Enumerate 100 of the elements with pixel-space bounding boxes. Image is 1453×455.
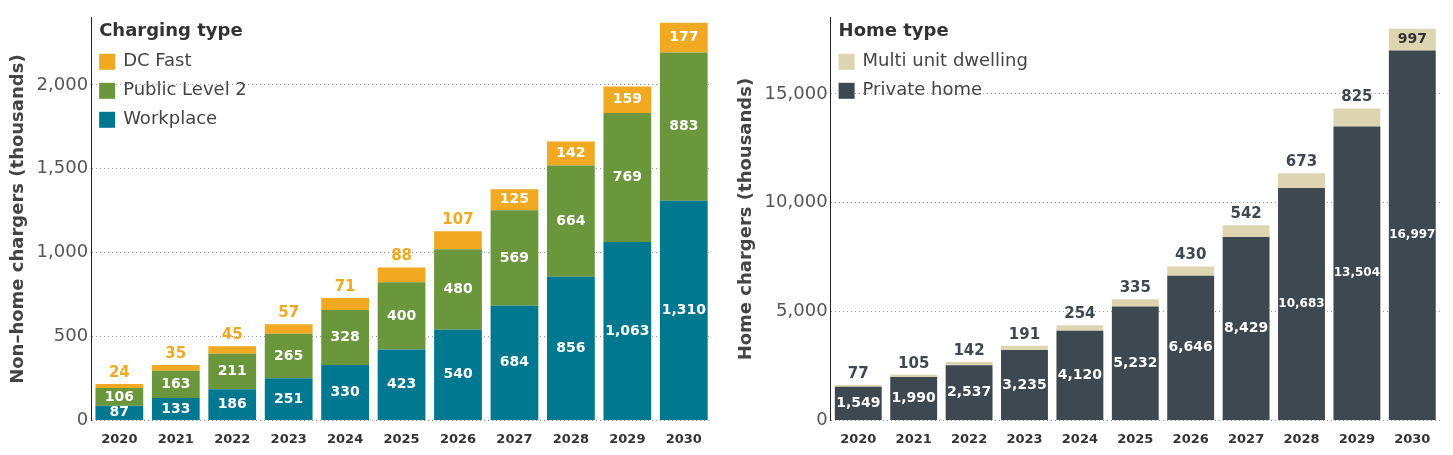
bar xyxy=(1222,236,1270,420)
data-label: 186 xyxy=(217,395,247,412)
bar xyxy=(1001,350,1048,420)
x-tick-label: 2029 xyxy=(609,430,646,446)
data-label: 105 xyxy=(898,353,930,372)
y-tick-label: 2,000 xyxy=(36,72,89,94)
bar xyxy=(1333,126,1381,420)
x-tick-label: 2029 xyxy=(1338,430,1375,446)
bar xyxy=(659,52,708,201)
data-label: 856 xyxy=(556,338,586,355)
bar xyxy=(321,298,370,311)
x-tick-label: 2024 xyxy=(327,430,364,446)
bar xyxy=(151,364,200,371)
y-axis-title: Non–home chargers (thousands) xyxy=(6,54,28,384)
data-label: 684 xyxy=(499,353,530,370)
data-label: 77 xyxy=(847,363,869,382)
data-label: 88 xyxy=(391,246,412,265)
bar xyxy=(377,349,426,420)
x-tick-label: 2025 xyxy=(1117,430,1154,446)
y-tick-label: 0 xyxy=(76,408,89,430)
legend-label: Workplace xyxy=(123,107,218,129)
bar xyxy=(1167,266,1215,276)
y-tick-label: 15,000 xyxy=(764,81,828,103)
legend-label: Public Level 2 xyxy=(123,78,247,100)
bar xyxy=(490,210,539,306)
x-tick-label: 2024 xyxy=(1061,430,1098,446)
data-label: 35 xyxy=(165,343,187,362)
data-label: 400 xyxy=(386,306,417,323)
data-label: 1,549 xyxy=(836,393,881,410)
data-label: 997 xyxy=(1397,30,1427,47)
bar xyxy=(1111,306,1159,420)
data-label: 825 xyxy=(1341,87,1373,106)
bar xyxy=(1278,173,1325,188)
legend-label: Multi unit dwelling xyxy=(862,49,1028,71)
data-label: 673 xyxy=(1285,152,1318,171)
bar xyxy=(434,249,482,330)
data-label: 177 xyxy=(669,28,699,45)
bar xyxy=(434,329,482,420)
data-label: 133 xyxy=(161,399,191,416)
x-tick-label: 2020 xyxy=(101,430,138,446)
legend-label: DC Fast xyxy=(123,49,192,71)
bar xyxy=(1056,325,1104,331)
bar xyxy=(1001,345,1048,350)
data-label: 423 xyxy=(386,375,417,392)
legend-label: Private home xyxy=(862,78,983,100)
data-label: 542 xyxy=(1230,204,1262,223)
data-label: 45 xyxy=(221,325,243,344)
y-tick-label: 1,500 xyxy=(36,156,89,178)
data-label: 251 xyxy=(274,389,304,406)
data-label: 480 xyxy=(443,280,473,297)
x-tick-label: 2023 xyxy=(1006,430,1043,446)
x-tick-label: 2022 xyxy=(214,430,251,446)
data-label: 664 xyxy=(556,211,586,228)
data-label: 2,537 xyxy=(946,383,992,400)
data-label: 1,310 xyxy=(661,300,707,317)
data-label: 106 xyxy=(104,387,134,404)
legend-title: Home type xyxy=(838,19,949,41)
data-label: 883 xyxy=(669,117,699,134)
data-label: 10,683 xyxy=(1278,296,1325,311)
bar xyxy=(264,324,313,334)
bar xyxy=(1222,225,1270,237)
bar xyxy=(547,165,595,277)
data-label: 254 xyxy=(1064,304,1096,323)
y-axis-title: Home chargers (thousands) xyxy=(734,77,756,361)
data-label: 87 xyxy=(109,403,130,420)
data-label: 57 xyxy=(278,303,300,322)
x-tick-label: 2028 xyxy=(552,430,589,446)
bar xyxy=(603,242,652,420)
data-label: 430 xyxy=(1175,245,1207,264)
bar xyxy=(264,333,313,379)
y-tick-label: 500 xyxy=(53,324,89,346)
data-label: 13,504 xyxy=(1333,265,1381,280)
data-label: 769 xyxy=(612,168,642,185)
data-label: 1,063 xyxy=(605,321,650,338)
data-label: 142 xyxy=(953,340,985,359)
data-label: 6,646 xyxy=(1168,338,1213,355)
x-tick-label: 2023 xyxy=(270,430,307,446)
x-tick-label: 2021 xyxy=(895,430,932,446)
x-tick-label: 2022 xyxy=(950,430,988,446)
data-label: 159 xyxy=(612,90,642,107)
bar xyxy=(95,384,144,389)
data-label: 24 xyxy=(108,362,130,381)
y-tick-label: 1,000 xyxy=(36,240,89,262)
data-label: 540 xyxy=(443,365,473,382)
data-label: 4,120 xyxy=(1057,365,1103,382)
data-label: 71 xyxy=(334,277,356,295)
bar xyxy=(377,267,426,283)
y-tick-label: 0 xyxy=(816,408,828,430)
data-label: 8,429 xyxy=(1223,319,1269,336)
x-tick-label: 2026 xyxy=(439,430,477,446)
bar xyxy=(208,346,257,354)
data-label: 265 xyxy=(274,346,304,363)
data-label: 335 xyxy=(1119,278,1151,297)
data-label: 328 xyxy=(330,328,360,345)
bar xyxy=(321,310,370,366)
x-tick-label: 2030 xyxy=(665,430,702,446)
data-label: 330 xyxy=(330,383,360,400)
bar xyxy=(1167,275,1215,420)
bar xyxy=(377,282,426,350)
bar xyxy=(1333,108,1381,127)
